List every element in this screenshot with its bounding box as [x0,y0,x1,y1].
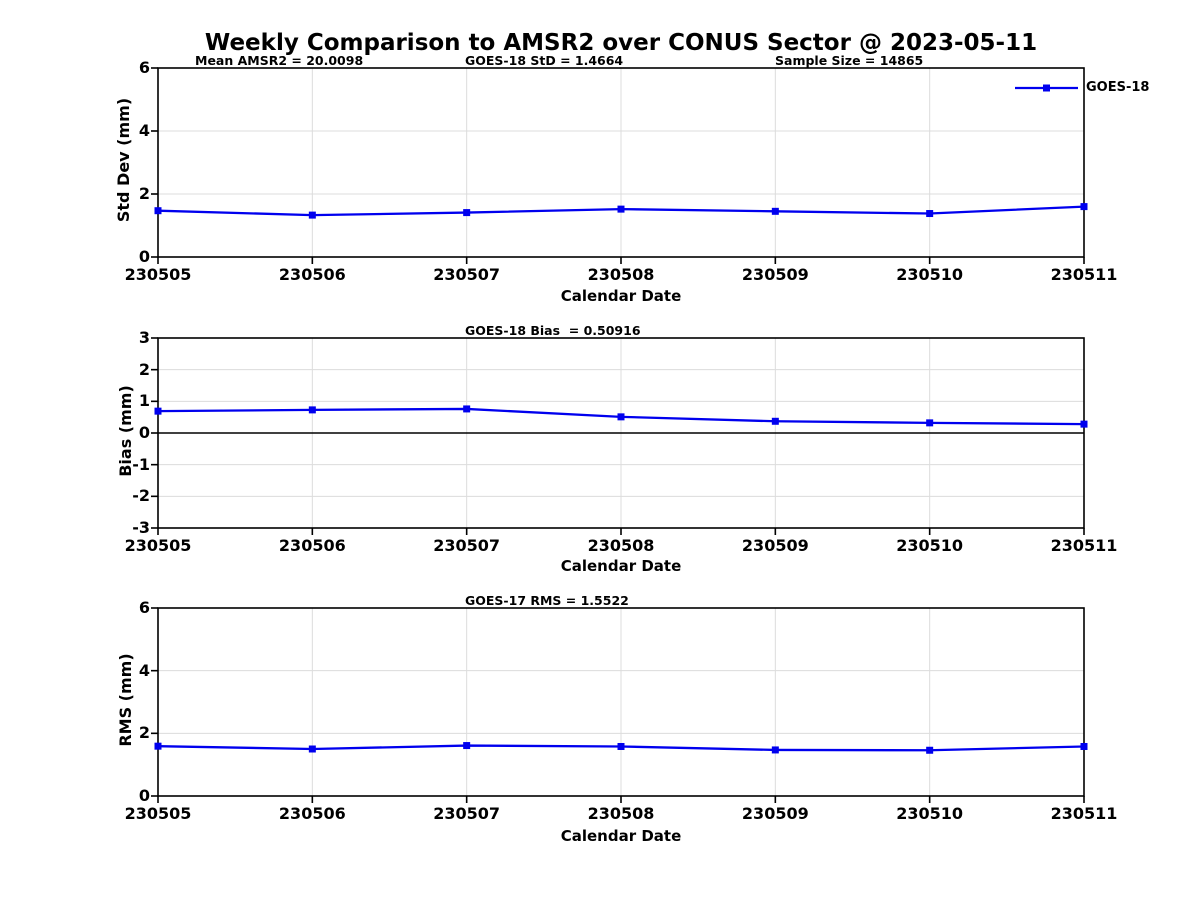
ylabel-rms: RMS (mm) [116,653,135,747]
data-point-marker [308,406,316,414]
annotation-goes18-std: GOES-18 StD = 1.4664 [465,53,624,68]
data-point-marker [154,207,162,215]
data-point-marker [771,417,779,425]
data-point-marker [308,211,316,219]
data-point-marker [1080,742,1088,750]
data-point-marker [463,405,471,413]
data-point-marker [617,413,625,421]
annotation-mean-amsr2: Mean AMSR2 = 20.0098 [195,53,364,68]
xlabel-rms: Calendar Date [560,827,682,845]
x-tick-label: 230506 [278,804,346,823]
x-tick-label: 230510 [896,804,964,823]
y-tick-label: 3 [138,328,150,347]
x-tick-label: 230505 [124,804,192,823]
x-tick-label: 230509 [741,804,809,823]
y-tick-label: 4 [138,660,150,680]
legend-marker [1043,84,1050,92]
figure-title: Weekly Comparison to AMSR2 over CONUS Se… [204,30,1038,56]
x-tick-label: 230511 [1050,536,1118,555]
annotation-sample-size: Sample Size = 14865 [775,53,924,68]
data-point-marker [926,419,934,427]
data-point-marker [771,207,779,215]
xlabel-bias: Calendar Date [560,557,682,575]
annotation-goes17-rms: GOES-17 RMS = 1.5522 [465,593,629,608]
x-tick-label: 230509 [741,265,809,284]
y-tick-label: 2 [138,184,150,203]
y-tick-label: 0 [138,247,150,266]
y-tick-label: 6 [138,58,150,77]
legend-label: GOES-18 [1086,80,1150,95]
data-point-marker [1080,420,1088,428]
x-tick-label: 230511 [1050,804,1118,823]
data-point-marker [926,210,934,218]
y-tick-label: -3 [132,518,150,537]
x-tick-label: 230507 [433,536,501,555]
xlabel-stddev: Calendar Date [560,287,682,305]
x-tick-label: 230508 [587,536,655,555]
data-point-marker [617,742,625,750]
x-tick-label: 230510 [896,536,964,555]
data-point-marker [463,742,471,750]
y-tick-label: 0 [138,423,150,442]
y-tick-label: 2 [138,723,150,743]
x-tick-label: 230508 [587,804,655,823]
y-tick-label: 4 [138,121,150,140]
x-tick-label: 230507 [433,265,501,284]
y-tick-label: 2 [138,359,150,379]
y-tick-label: 1 [138,391,150,411]
y-tick-label: 0 [138,786,150,805]
y-tick-label: 6 [138,598,150,617]
y-tick-label: -1 [132,454,150,474]
x-tick-label: 230506 [278,265,346,284]
y-tick-label: -2 [132,486,150,506]
x-tick-label: 230511 [1050,265,1118,284]
data-point-marker [463,209,471,217]
data-point-marker [1080,203,1088,211]
data-point-marker [308,745,316,753]
data-point-marker [617,205,625,213]
data-point-marker [154,742,162,750]
x-tick-label: 230509 [741,536,809,555]
annotation-goes18-bias: GOES-18 Bias = 0.50916 [465,323,641,338]
x-tick-label: 230507 [433,804,501,823]
data-point-marker [926,746,934,754]
x-tick-label: 230505 [124,265,192,284]
x-tick-label: 230510 [896,265,964,284]
x-tick-label: 230506 [278,536,346,555]
x-tick-label: 230508 [587,265,655,284]
x-tick-label: 230505 [124,536,192,555]
data-point-marker [771,746,779,754]
data-point-marker [154,407,162,415]
